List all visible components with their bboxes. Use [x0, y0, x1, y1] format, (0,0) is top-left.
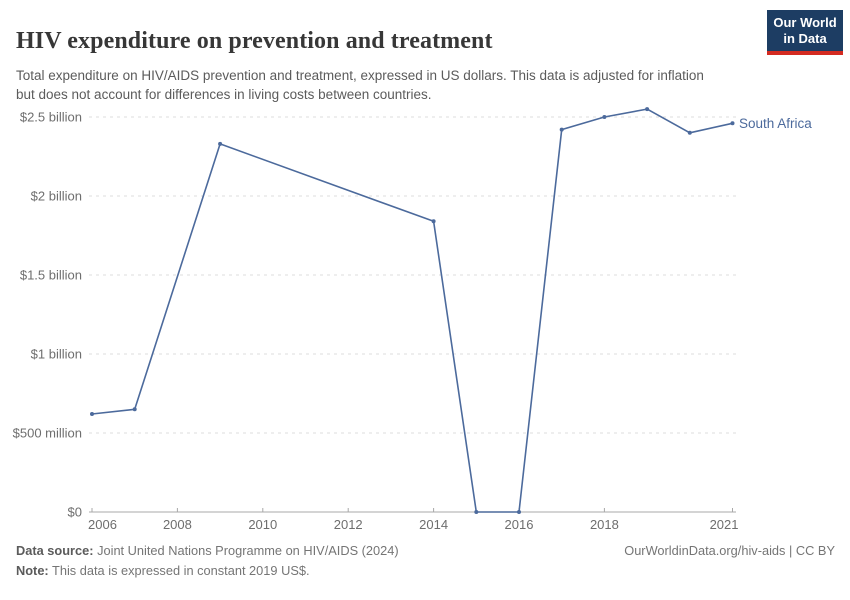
y-tick-label: $1.5 billion — [20, 268, 82, 283]
y-tick-label: $500 million — [13, 426, 82, 441]
x-tick-label: 2021 — [710, 517, 739, 532]
owid-logo-line2: in Data — [783, 30, 827, 46]
chart-area: $0 $500 million $1 billion $1.5 billion $2 b… — [0, 100, 850, 545]
owid-logo-line1: Our World — [773, 15, 837, 30]
x-tick-label: 2018 — [590, 517, 619, 532]
footer-license-link[interactable]: OurWorldinData.org/hiv-aids | CC BY — [624, 543, 835, 558]
chart-subtitle: Total expenditure on HIV/AIDS prevention… — [16, 67, 704, 102]
y-tick-label: $0 — [68, 505, 82, 520]
note-text: This data is expressed in constant 2019 … — [48, 562, 310, 578]
data-point-marker[interactable] — [474, 510, 479, 514]
data-source-line: Data source: Joint United Nations Progra… — [16, 541, 399, 561]
data-source-label: Data source: — [16, 543, 94, 558]
y-tick-label: $2 billion — [31, 189, 82, 204]
note-label: Note: — [16, 562, 49, 578]
chart-canvas: $0 $500 million $1 billion $1.5 billion $2 b… — [13, 107, 812, 532]
note-line: Note: This data is expressed in constant… — [16, 561, 399, 581]
data-point-marker[interactable] — [559, 127, 564, 132]
data-point-marker[interactable] — [687, 130, 692, 135]
data-point-marker[interactable] — [730, 121, 735, 126]
series-line[interactable] — [91, 108, 733, 513]
data-point-marker[interactable] — [431, 219, 436, 224]
x-tick-label: 2014 — [419, 517, 448, 532]
data-point-marker[interactable] — [645, 107, 650, 112]
x-tick-label: 2012 — [334, 517, 363, 532]
data-point-marker[interactable] — [517, 510, 521, 514]
chart-title: HIV expenditure on prevention and treatm… — [16, 28, 493, 55]
x-tick-label: 2008 — [163, 517, 192, 532]
owid-logo[interactable]: Our World in Data — [767, 10, 843, 55]
data-point-marker[interactable] — [132, 407, 137, 412]
data-point-marker[interactable] — [602, 115, 607, 119]
footer-source-note: Data source: Joint United Nations Progra… — [16, 541, 399, 581]
y-tick-label: $1 billion — [31, 347, 82, 362]
x-tick-label: 2006 — [88, 517, 117, 532]
series-end-label[interactable]: South Africa — [739, 116, 812, 131]
x-tick-label: 2016 — [505, 517, 534, 532]
x-tick-label: 2010 — [248, 517, 277, 532]
data-point-marker[interactable] — [218, 141, 223, 146]
y-tick-label: $2.5 billion — [20, 110, 82, 125]
chart-footer: Data source: Joint United Nations Progra… — [16, 541, 835, 581]
data-source-text: Joint United Nations Programme on HIV/AI… — [93, 543, 399, 558]
data-point-marker[interactable] — [90, 412, 94, 416]
